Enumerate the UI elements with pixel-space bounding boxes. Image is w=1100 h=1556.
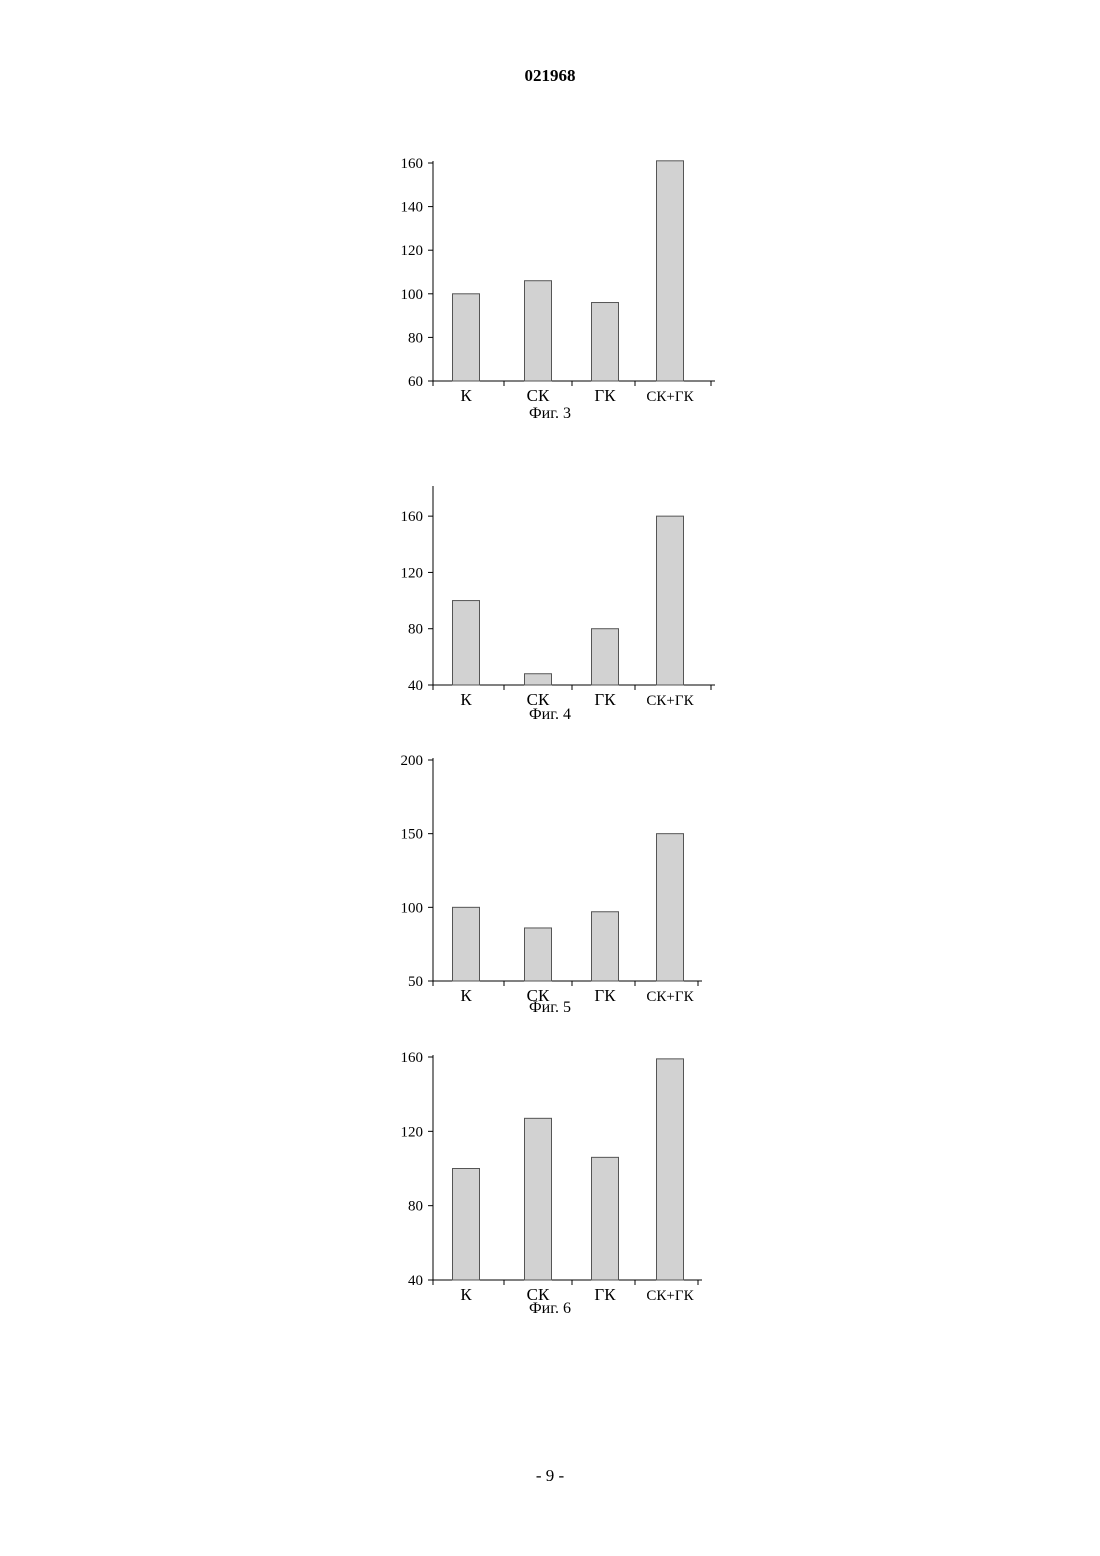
bar-К <box>453 907 480 981</box>
y-tick-label: 80 <box>408 1199 423 1215</box>
category-label: К <box>460 1285 472 1304</box>
bar-К <box>453 294 480 381</box>
figure-6-chart: 4080120160КСКГКСК+ГКФиг. 6 <box>380 1045 720 1330</box>
bar-ГК <box>592 629 619 685</box>
bar-СК <box>525 1118 552 1280</box>
page-number: - 9 - <box>0 1466 1100 1486</box>
bar-ГК <box>592 912 619 981</box>
bar-ГК <box>592 1157 619 1280</box>
bar-СК <box>525 281 552 381</box>
bar-СК+ГК <box>657 161 684 381</box>
figure-caption: Фиг. 4 <box>529 706 571 723</box>
category-label: СК+ГК <box>646 989 694 1005</box>
figure-5-chart: 50100150200КСКГКСК+ГКФиг. 5 <box>380 750 720 1025</box>
y-tick-label: 60 <box>408 374 423 390</box>
y-tick-label: 40 <box>408 678 423 694</box>
category-label: СК+ГК <box>646 389 694 405</box>
category-label: К <box>460 386 472 405</box>
figure-caption: Фиг. 5 <box>529 999 571 1016</box>
y-tick-label: 160 <box>401 509 424 525</box>
bar-СК+ГК <box>657 516 684 685</box>
bar-К <box>453 1169 480 1281</box>
y-tick-label: 120 <box>401 243 424 259</box>
bar-СК <box>525 674 552 685</box>
figure-4-chart: 4080120160КСКГКСК+ГКФиг. 4 <box>380 447 720 737</box>
y-tick-label: 120 <box>401 565 424 581</box>
y-tick-label: 40 <box>408 1273 423 1289</box>
figure-caption: Фиг. 3 <box>529 405 571 422</box>
document-number: 021968 <box>0 66 1100 86</box>
bar-СК+ГК <box>657 834 684 981</box>
category-label: СК+ГК <box>646 693 694 709</box>
y-tick-label: 150 <box>401 827 424 843</box>
y-tick-label: 160 <box>401 156 424 172</box>
bar-К <box>453 601 480 685</box>
category-label: ГК <box>594 986 616 1005</box>
y-tick-label: 50 <box>408 974 423 990</box>
y-tick-label: 80 <box>408 330 423 346</box>
y-tick-label: 200 <box>401 753 424 769</box>
y-tick-label: 120 <box>401 1124 424 1140</box>
category-label: К <box>460 986 472 1005</box>
y-tick-label: 160 <box>401 1050 424 1066</box>
category-label: ГК <box>594 1285 616 1304</box>
figure-3-chart: 60 80 100 120 140 160 К СК ГК СК+ГК Фиг. 3 <box>380 150 720 430</box>
category-label: СК+ГК <box>646 1288 694 1304</box>
y-tick-label: 140 <box>401 200 424 216</box>
y-tick-label: 80 <box>408 622 423 638</box>
bar-СК <box>525 928 552 981</box>
y-tick-label: 100 <box>401 287 424 303</box>
category-label: К <box>460 690 472 709</box>
y-tick-label: 100 <box>401 900 424 916</box>
bar-СК+ГК <box>657 1059 684 1280</box>
category-label: ГК <box>594 690 616 709</box>
figure-caption: Фиг. 6 <box>529 1300 571 1317</box>
bar-ГК <box>592 303 619 381</box>
category-label: ГК <box>594 386 616 405</box>
category-label: СК <box>527 386 550 405</box>
